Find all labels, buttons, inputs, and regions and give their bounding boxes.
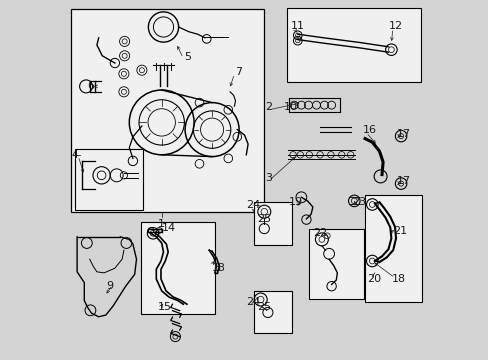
Text: 6: 6	[87, 81, 94, 91]
Text: 8: 8	[212, 263, 220, 273]
Bar	[254, 202, 291, 245]
Text: 24: 24	[246, 297, 260, 307]
Text: 1: 1	[158, 219, 165, 229]
Text: 10: 10	[283, 102, 297, 112]
Bar	[141, 222, 215, 314]
Text: 22: 22	[313, 228, 327, 238]
Text: 21: 21	[392, 226, 406, 236]
Text: 3: 3	[265, 173, 272, 183]
Text: 12: 12	[388, 21, 403, 31]
Text: 5: 5	[183, 52, 191, 62]
Text: 13: 13	[211, 263, 225, 273]
Bar	[75, 149, 142, 210]
Text: 2: 2	[264, 102, 271, 112]
Text: 23: 23	[352, 197, 366, 207]
Text: 15: 15	[157, 302, 171, 312]
Text: 11: 11	[290, 21, 304, 31]
Bar	[254, 291, 291, 333]
Text: 25: 25	[257, 214, 271, 224]
Text: 20: 20	[366, 274, 380, 284]
Text: 4-: 4-	[71, 150, 81, 160]
Text: 9: 9	[106, 281, 113, 291]
Text: 7: 7	[235, 67, 242, 77]
Bar	[308, 229, 364, 299]
Text: 25: 25	[257, 302, 271, 312]
Text: 18: 18	[390, 274, 405, 284]
Text: 24: 24	[246, 200, 260, 210]
Text: 14: 14	[162, 222, 176, 233]
Bar	[286, 8, 420, 82]
Text: 16: 16	[362, 125, 376, 135]
Text: 17: 17	[396, 129, 410, 139]
Text: 17: 17	[396, 176, 410, 186]
Bar	[71, 9, 263, 212]
Bar	[365, 195, 421, 302]
Text: 19: 19	[288, 197, 302, 207]
